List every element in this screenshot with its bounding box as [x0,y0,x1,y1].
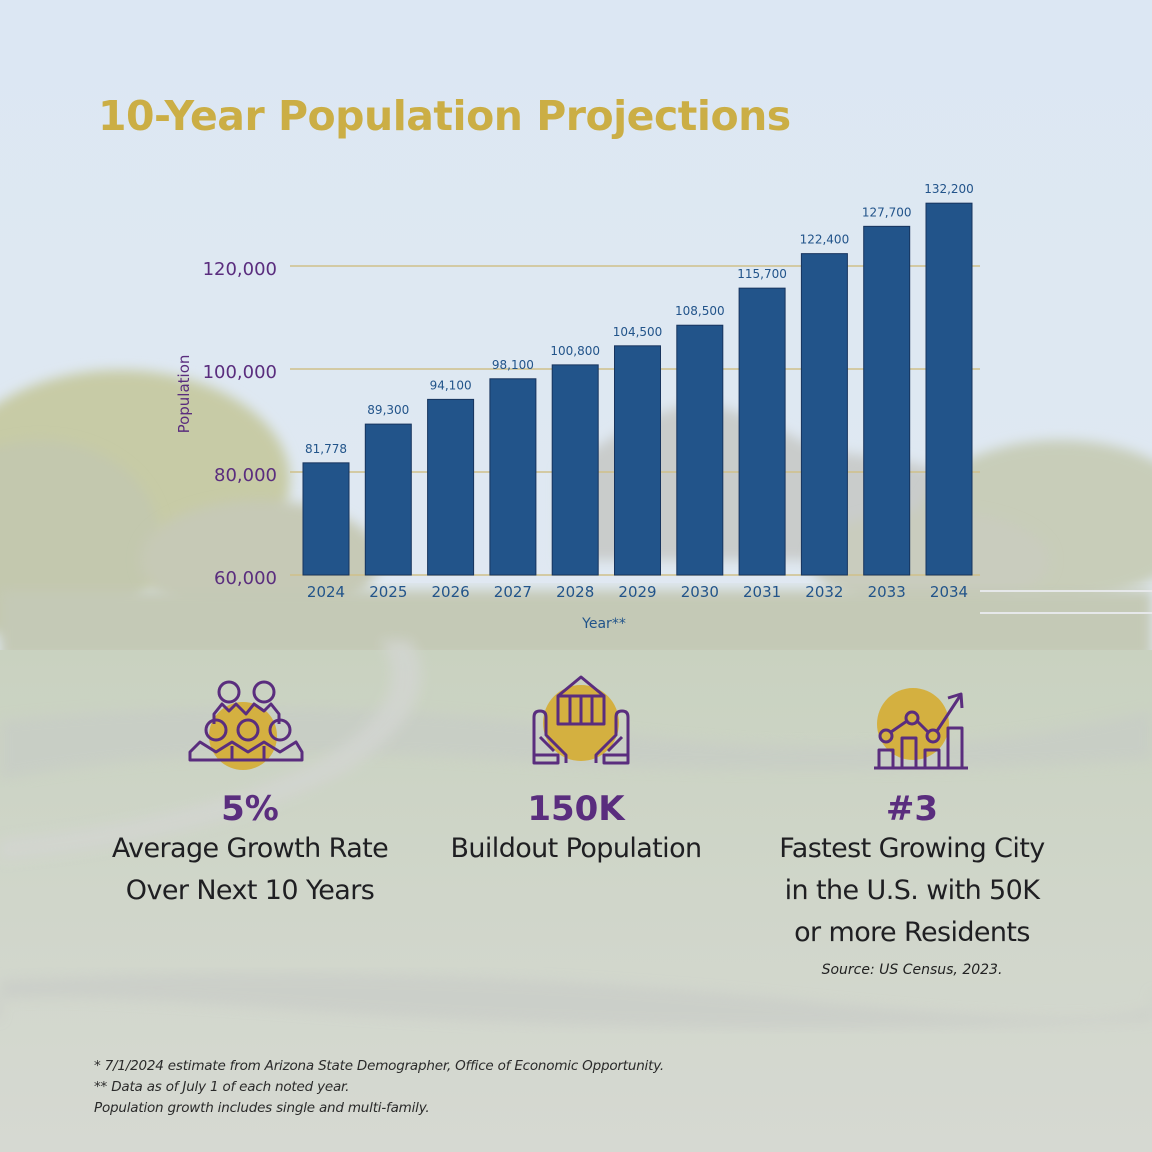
stat-growth-rate: 5% Average Growth Rate Over Next 10 Year… [60,790,440,912]
data-label: 122,400 [800,233,850,247]
data-label: 89,300 [367,403,409,417]
stat-label-line: Average Growth Rate [111,833,389,864]
stat-value: #3 [885,789,939,829]
stat-value: 5% [221,789,279,829]
y-tick-label: 60,000 [214,568,277,589]
bar-2030 [676,324,724,576]
x-axis-ticks: 2024 2025 2026 2027 2028 2029 2030 2031 2032 2033… [307,583,968,601]
bar-2031 [738,287,786,576]
x-tick-label: 2024 [307,583,345,601]
bar-2025 [364,423,412,576]
data-label: 94,100 [430,378,472,392]
data-label: 100,800 [550,344,600,358]
data-label: 132,200 [924,182,974,196]
bar-2034 [925,202,973,576]
x-tick-label: 2031 [743,583,781,601]
stat-label-line: in the U.S. with 50K [784,875,1040,906]
hands-holding-house-icon [532,675,630,765]
x-axis-label: Year** [581,616,626,632]
data-label: 81,778 [305,442,347,456]
y-tick-label: 100,000 [203,362,277,383]
y-tick-label: 120,000 [203,259,277,280]
bar-2028 [551,364,599,576]
y-axis-label: Population [175,355,193,434]
x-tick-label: 2028 [556,583,594,601]
bar-2032 [800,253,848,576]
people-group-icon [188,680,304,770]
y-tick-label: 80,000 [214,465,277,486]
stat-value: 150K [527,789,625,829]
stat-label-line: or more Residents [794,917,1030,948]
stat-source: Source: US Census, 2023. [821,962,1003,978]
footnote: * 7/1/2024 estimate from Arizona State D… [94,1058,665,1074]
footnotes: * 7/1/2024 estimate from Arizona State D… [94,1056,664,1119]
bar-2033 [863,225,911,576]
data-label: 127,700 [862,205,912,219]
bar-2026 [427,398,475,576]
y-axis-ticks: 60,000 80,000 100,000 120,000 [203,259,277,589]
data-labels: 81,778 89,300 94,100 98,100 100,800 104,500 10… [305,182,974,456]
x-tick-label: 2034 [930,583,968,601]
population-bar-chart: 60,000 80,000 100,000 120,000 81,778 89,300 9… [175,182,980,632]
chart-title: 10-Year Population Projections [98,92,791,140]
x-tick-label: 2026 [432,583,470,601]
x-tick-label: 2030 [681,583,719,601]
x-tick-label: 2029 [618,583,656,601]
bar-2029 [614,345,661,576]
footnote: Population growth includes single and mu… [94,1100,430,1116]
footnote: ** Data as of July 1 of each noted year. [94,1079,350,1095]
x-tick-label: 2033 [868,583,906,601]
growth-chart-icon [874,688,968,770]
bar-2027 [489,378,537,576]
data-label: 115,700 [737,267,787,281]
data-label: 104,500 [613,325,663,339]
data-label: 98,100 [492,358,534,372]
bar-2024 [302,462,350,576]
x-tick-label: 2032 [805,583,843,601]
stat-label-line: Buildout Population [450,833,702,864]
data-label: 108,500 [675,304,725,318]
x-tick-label: 2025 [369,583,407,601]
stat-fastest-growing: #3 Fastest Growing City in the U.S. with… [722,790,1102,978]
x-tick-label: 2027 [494,583,532,601]
bars [302,202,973,576]
stat-buildout-population: 150K Buildout Population [396,790,756,870]
stat-label-line: Fastest Growing City [779,833,1045,864]
stat-label-line: Over Next 10 Years [125,875,375,906]
